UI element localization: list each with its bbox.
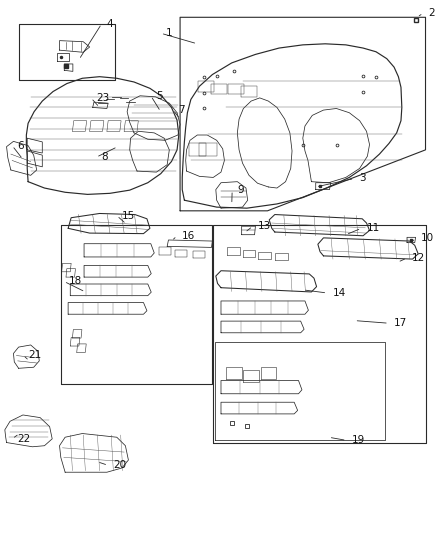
Text: 18: 18 (69, 276, 82, 286)
Text: 19: 19 (352, 435, 365, 446)
Text: 11: 11 (367, 223, 380, 233)
Text: 6: 6 (18, 141, 24, 151)
Text: 14: 14 (332, 288, 346, 298)
Text: 22: 22 (18, 434, 31, 444)
Text: 15: 15 (122, 211, 135, 221)
Text: 21: 21 (28, 350, 41, 360)
Text: 2: 2 (428, 8, 435, 18)
Text: 17: 17 (394, 318, 407, 328)
Text: 4: 4 (107, 19, 113, 29)
Text: 12: 12 (412, 253, 425, 263)
Text: 13: 13 (258, 221, 271, 231)
Text: 8: 8 (101, 152, 108, 162)
Text: 20: 20 (113, 461, 127, 470)
Text: 5: 5 (156, 91, 162, 101)
Text: 9: 9 (237, 185, 244, 195)
Text: 1: 1 (166, 28, 173, 38)
Text: 23: 23 (96, 93, 110, 103)
Text: 10: 10 (421, 233, 434, 244)
Text: 3: 3 (360, 173, 366, 183)
Text: 16: 16 (182, 231, 195, 241)
Text: 7: 7 (178, 104, 184, 115)
